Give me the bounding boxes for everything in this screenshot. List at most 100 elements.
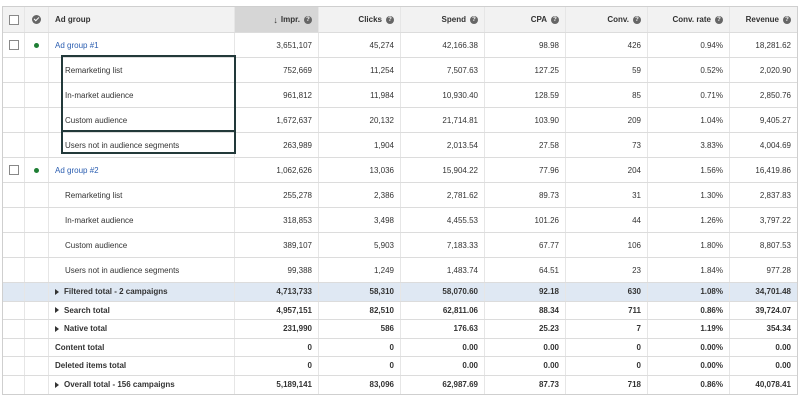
conv-value: 73 xyxy=(566,133,648,157)
spend-value: 58,070.60 xyxy=(401,283,485,301)
conv-value: 44 xyxy=(566,208,648,232)
help-icon[interactable]: ? xyxy=(633,15,641,24)
conv-value: 204 xyxy=(566,158,648,182)
empty-cell xyxy=(25,83,49,107)
empty-cell xyxy=(3,83,25,107)
help-icon[interactable]: ? xyxy=(386,15,394,24)
header-ad-group[interactable]: Ad group xyxy=(49,7,235,32)
conv-rate-value: 1.04% xyxy=(648,108,730,132)
spend-value: 62,811.06 xyxy=(401,301,485,319)
header-spend[interactable]: Spend? xyxy=(401,7,485,32)
spend-value: 2,781.62 xyxy=(401,183,485,207)
status-check-icon xyxy=(32,15,41,24)
spend-value: 62,987.69 xyxy=(401,375,485,394)
status-header[interactable] xyxy=(25,7,49,32)
header-impr[interactable]: ↓ Impr.? xyxy=(235,7,319,32)
empty-cell xyxy=(25,233,49,257)
segment-name: Remarketing list xyxy=(49,58,235,82)
revenue-value: 8,807.53 xyxy=(759,240,791,250)
impr-value: 99,388 xyxy=(235,258,319,282)
impr-value: 255,278 xyxy=(235,183,319,207)
impr-value: 389,107 xyxy=(235,233,319,257)
conv-rate-value: 1.56% xyxy=(648,158,730,182)
conv-rate-value: 3.83% xyxy=(648,133,730,157)
ad-group-link[interactable]: Ad group #1 xyxy=(49,33,235,57)
clicks-value: 83,096 xyxy=(319,375,401,394)
revenue-value: 0.00 xyxy=(775,342,791,352)
conv-rate-value: 1.08% xyxy=(648,283,730,301)
row-checkbox[interactable] xyxy=(8,165,19,175)
conv-rate-value: 1.84% xyxy=(648,258,730,282)
help-icon[interactable]: ? xyxy=(304,15,312,24)
empty-cell xyxy=(3,283,25,301)
totals-name: Deleted items total xyxy=(49,357,235,375)
impr-value: 4,957,151 xyxy=(235,301,319,319)
spend-value: 10,930.40 xyxy=(401,83,485,107)
conv-value: 7 xyxy=(566,320,648,338)
cpa-value: 92.18 xyxy=(485,283,566,301)
conv-rate-value: 0.00% xyxy=(648,338,730,356)
table-row: In-market audience 961,812 11,984 10,930… xyxy=(3,83,797,108)
header-conv-rate[interactable]: Conv. rate? xyxy=(648,7,730,32)
clicks-value: 2,386 xyxy=(319,183,401,207)
revenue-value: 4,004.69 xyxy=(759,140,791,150)
conv-value: 85 xyxy=(566,83,648,107)
expand-triangle-icon[interactable] xyxy=(55,288,59,295)
cpa-value: 27.58 xyxy=(485,133,566,157)
conv-value: 630 xyxy=(566,283,648,301)
conv-value: 426 xyxy=(566,33,648,57)
expand-triangle-icon[interactable] xyxy=(55,381,59,388)
table-row: Ad group #2 1,062,626 13,036 15,904.22 7… xyxy=(3,158,797,183)
totals-name[interactable]: Overall total - 156 campaigns xyxy=(49,375,235,394)
help-icon[interactable]: ? xyxy=(715,15,723,24)
segment-name: Users not in audience segments xyxy=(49,133,235,157)
row-checkbox-cell[interactable] xyxy=(3,158,25,182)
conv-rate-value: 0.52% xyxy=(648,58,730,82)
clicks-value: 11,984 xyxy=(319,83,401,107)
empty-cell xyxy=(25,338,49,356)
conv-value: 718 xyxy=(566,375,648,394)
impr-value: 0 xyxy=(235,357,319,375)
empty-cell xyxy=(3,320,25,338)
conv-value: 0 xyxy=(566,357,648,375)
help-icon[interactable]: ? xyxy=(783,15,791,24)
clicks-value: 1,904 xyxy=(319,133,401,157)
ad-group-link[interactable]: Ad group #2 xyxy=(49,158,235,182)
select-all-checkbox-cell[interactable] xyxy=(3,7,25,32)
table-row: Custom audience 389,107 5,903 7,183.33 6… xyxy=(3,233,797,258)
conv-value: 23 xyxy=(566,258,648,282)
revenue-value: 9,405.27 xyxy=(759,115,791,125)
clicks-value: 586 xyxy=(319,320,401,338)
row-checkbox-cell[interactable] xyxy=(3,33,25,57)
clicks-value: 20,132 xyxy=(319,108,401,132)
segment-name: In-market audience xyxy=(49,83,235,107)
empty-cell xyxy=(3,375,25,394)
header-revenue[interactable]: Revenue? xyxy=(730,7,797,32)
cpa-value: 98.98 xyxy=(485,33,566,57)
empty-cell xyxy=(3,133,25,157)
header-clicks[interactable]: Clicks? xyxy=(319,7,401,32)
expand-triangle-icon[interactable] xyxy=(55,325,59,332)
help-icon[interactable]: ? xyxy=(551,15,559,24)
status-active-icon xyxy=(34,42,39,48)
revenue-value: 40,078.41 xyxy=(755,380,791,390)
spend-value: 176.63 xyxy=(401,320,485,338)
totals-name[interactable]: Search total xyxy=(49,301,235,319)
empty-cell xyxy=(25,375,49,394)
totals-name[interactable]: Native total xyxy=(49,320,235,338)
table-row: Users not in audience segments 99,388 1,… xyxy=(3,258,797,283)
select-all-checkbox[interactable] xyxy=(8,14,19,25)
conv-value: 209 xyxy=(566,108,648,132)
help-icon[interactable]: ? xyxy=(470,15,478,24)
empty-cell xyxy=(3,357,25,375)
header-cpa[interactable]: CPA? xyxy=(485,7,566,32)
totals-row: Content total 0 0 0.00 0.00 0 0.00% 0.00 xyxy=(3,338,797,357)
expand-triangle-icon[interactable] xyxy=(55,307,59,314)
row-checkbox[interactable] xyxy=(8,40,19,50)
header-conv[interactable]: Conv.? xyxy=(566,7,648,32)
spend-value: 21,714.81 xyxy=(401,108,485,132)
clicks-value: 11,254 xyxy=(319,58,401,82)
conv-rate-value: 1.19% xyxy=(648,320,730,338)
totals-name[interactable]: Filtered total - 2 campaigns xyxy=(49,283,235,301)
revenue-value: 977.28 xyxy=(766,265,791,275)
